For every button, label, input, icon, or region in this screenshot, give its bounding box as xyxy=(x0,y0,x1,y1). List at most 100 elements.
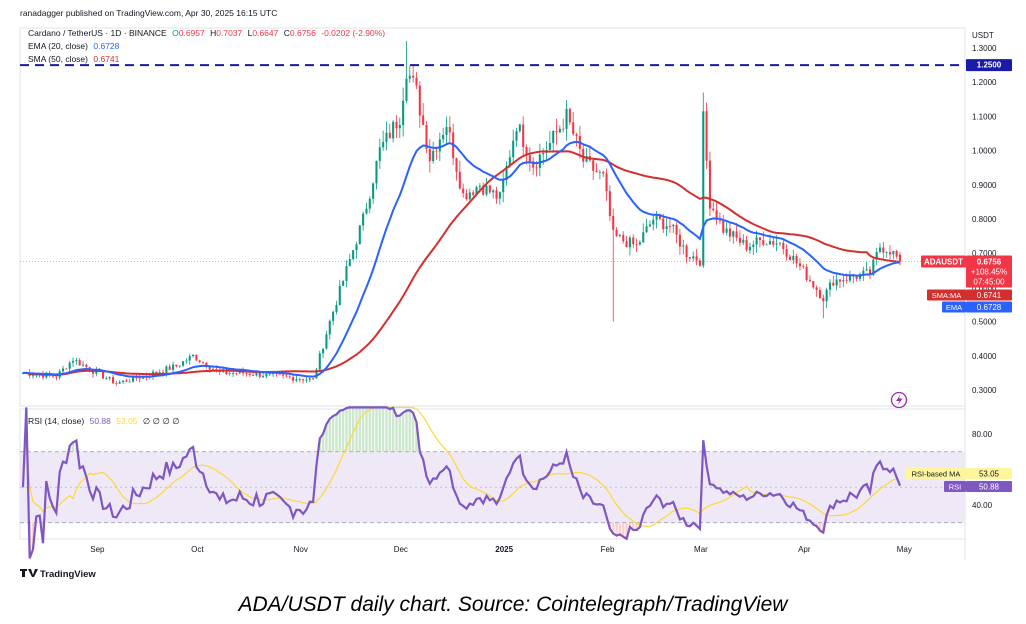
candle-body xyxy=(835,279,838,286)
main-pane[interactable] xyxy=(19,27,966,407)
candle xyxy=(565,99,568,141)
candle-body xyxy=(788,256,791,261)
candle-body xyxy=(742,239,745,243)
ema-tag-value-bg xyxy=(966,301,1012,313)
candle-body xyxy=(338,285,341,306)
rsi-tick-label: 40.00 xyxy=(972,501,993,510)
candle xyxy=(825,287,828,308)
candle xyxy=(178,365,181,368)
time-tick-label: Nov xyxy=(294,545,308,554)
tradingview-logo: TradingView xyxy=(20,569,96,580)
candle-body xyxy=(652,219,655,225)
candle-body xyxy=(832,282,835,286)
candle xyxy=(358,225,361,245)
candle xyxy=(632,234,635,248)
candle xyxy=(585,148,588,163)
candle xyxy=(408,65,411,83)
candle-body xyxy=(758,237,761,241)
candle xyxy=(562,118,565,133)
candle xyxy=(382,130,385,151)
candle xyxy=(798,257,801,271)
candle-body xyxy=(405,78,408,101)
candle xyxy=(258,372,261,379)
svg-text:EMA (20, close) 0.6728: EMA (20, close) 0.6728 xyxy=(28,41,120,51)
candle xyxy=(232,370,235,377)
candle-body xyxy=(722,220,725,233)
candle-body xyxy=(285,375,288,377)
candle xyxy=(885,251,888,258)
candle xyxy=(405,41,408,104)
candle-body xyxy=(475,187,478,195)
candle-body xyxy=(268,373,271,375)
candle xyxy=(81,360,85,367)
candle-body xyxy=(642,232,645,243)
candle-body xyxy=(542,152,545,155)
candle-body xyxy=(822,297,825,302)
candle xyxy=(185,358,188,364)
candle-body xyxy=(282,374,285,376)
price-tick-label: 0.7000 xyxy=(972,249,997,258)
rsi-ma-legend-value: 53.05 xyxy=(116,416,138,426)
candle-body xyxy=(648,224,651,227)
candle-body xyxy=(165,366,168,373)
time-tick-label: Mar xyxy=(694,545,708,554)
candle xyxy=(385,121,388,151)
candle-body xyxy=(252,374,255,376)
ema-tag-name: EMA xyxy=(946,303,962,312)
candle-body xyxy=(705,111,708,161)
candle-body xyxy=(892,251,895,255)
candle xyxy=(328,319,331,340)
candle-body xyxy=(462,188,465,194)
rsi-ma-tag-name: RSI-based MA xyxy=(912,470,961,479)
candle-body xyxy=(828,282,832,290)
candle-body xyxy=(215,369,218,370)
candle-body xyxy=(748,246,751,251)
candle xyxy=(665,218,668,237)
candle xyxy=(345,260,348,288)
candle xyxy=(468,188,471,202)
candle-body xyxy=(525,147,528,156)
last-price-tag: ADAUSDT 0.6756+108.45%07:45:00 xyxy=(921,255,1012,288)
candle-body xyxy=(778,242,781,244)
time-tick-label: May xyxy=(897,545,912,554)
lightning-icon[interactable] xyxy=(890,391,908,409)
candle xyxy=(105,376,108,380)
candle-body xyxy=(202,361,205,363)
candle xyxy=(612,208,615,322)
candle xyxy=(575,132,578,147)
candle-body xyxy=(868,269,872,276)
rsi-ma-tag: RSI-based MA 53.05 xyxy=(906,468,1012,479)
candle-body xyxy=(198,360,201,362)
candle xyxy=(882,241,885,261)
candle-body xyxy=(101,371,105,379)
candle-body xyxy=(388,132,391,139)
candle xyxy=(125,378,128,382)
candle xyxy=(625,236,628,248)
candle-body xyxy=(255,372,258,376)
candle-body xyxy=(118,382,121,384)
candle xyxy=(442,127,445,144)
candle xyxy=(515,127,518,147)
candle xyxy=(725,220,728,236)
candle-body xyxy=(332,311,335,321)
candle xyxy=(892,250,895,260)
candle xyxy=(652,214,655,231)
candle-body xyxy=(105,378,108,380)
candle-body xyxy=(518,124,521,132)
candle xyxy=(355,241,358,259)
candle xyxy=(582,143,585,168)
candle-body xyxy=(802,266,805,268)
candle-body xyxy=(615,229,618,236)
candle-body xyxy=(418,85,421,116)
candle xyxy=(112,374,115,385)
candle xyxy=(895,249,898,259)
candle-body xyxy=(712,208,715,211)
rsi-tag-value-bg xyxy=(966,481,1012,492)
candle xyxy=(695,249,698,266)
candle-body xyxy=(138,378,141,380)
candle xyxy=(628,235,631,256)
ema-tag-name-bg xyxy=(942,301,966,313)
candle xyxy=(822,294,825,319)
candle-body xyxy=(335,305,338,312)
candle xyxy=(555,118,558,145)
